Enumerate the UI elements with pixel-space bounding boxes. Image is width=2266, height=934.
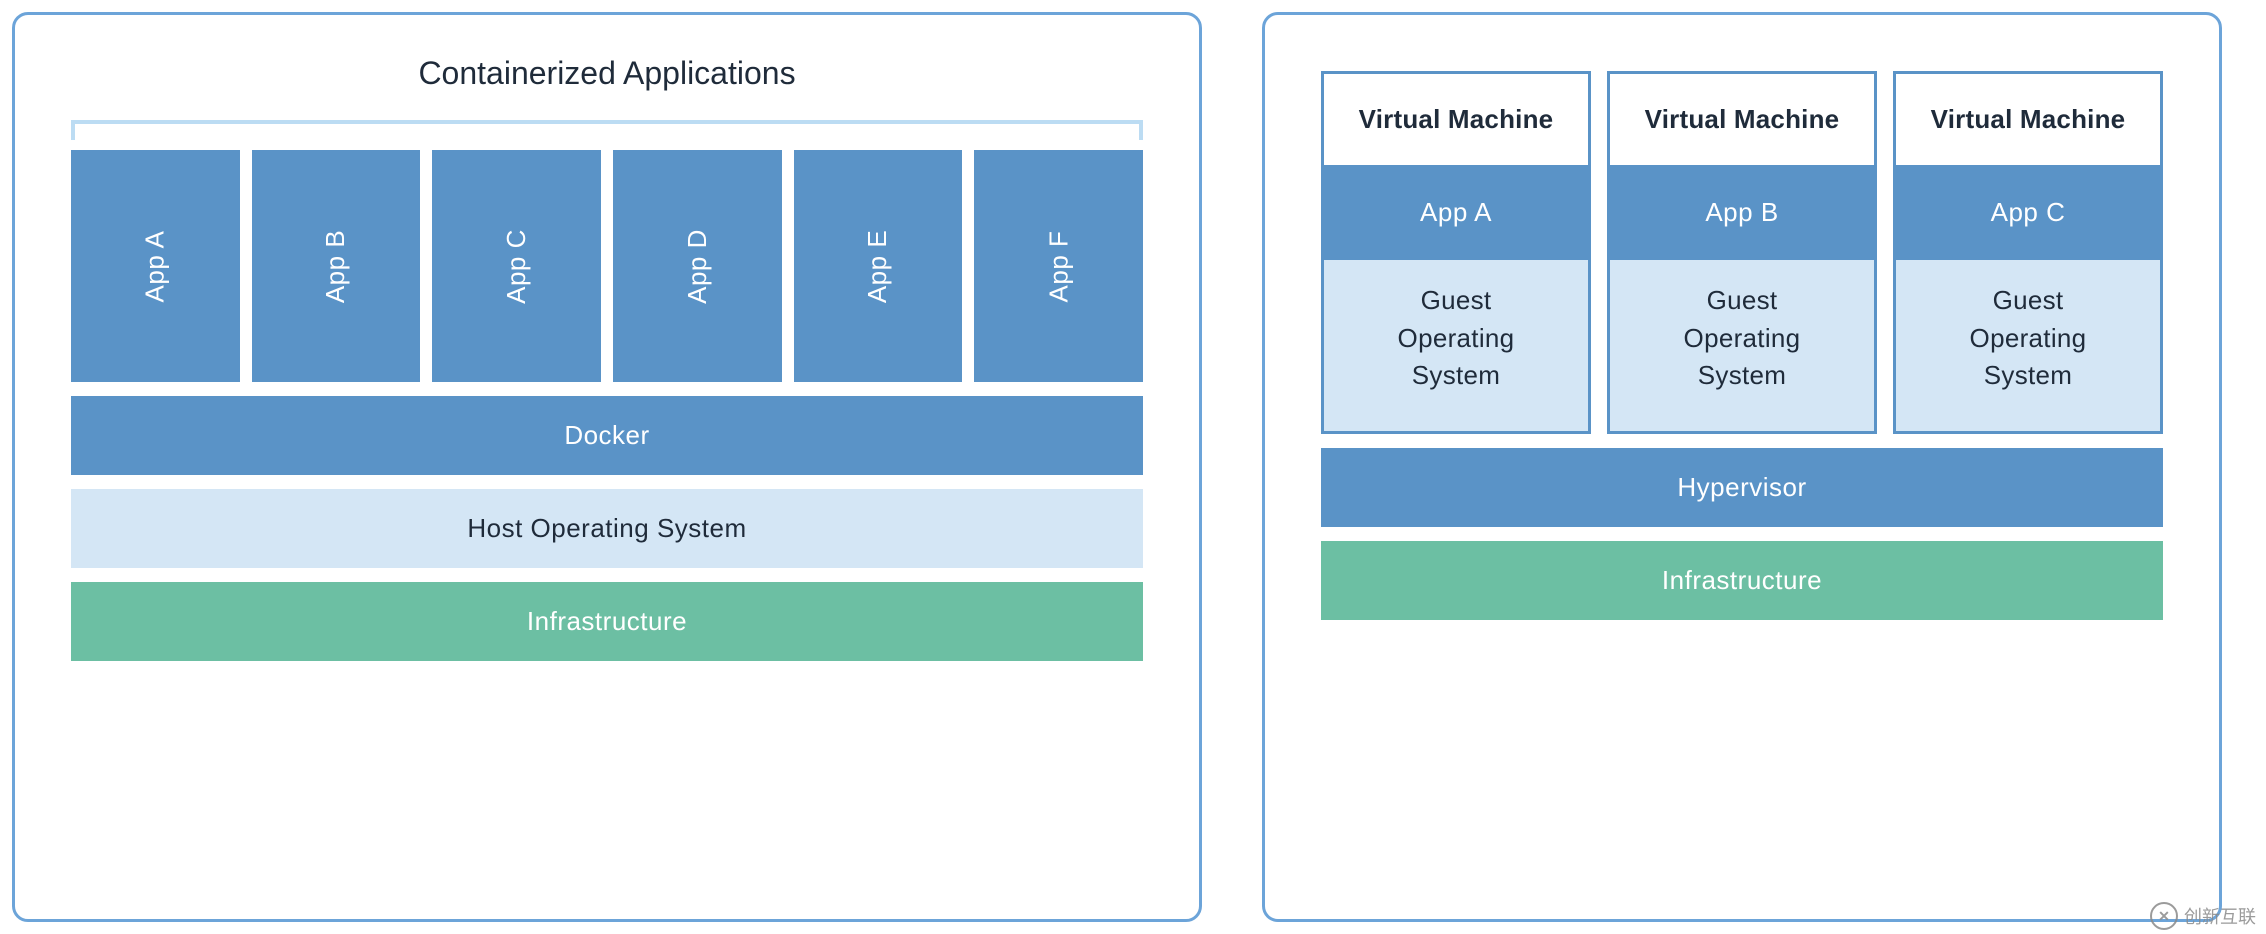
container-app: App C <box>432 150 601 382</box>
vm-title: Virtual Machine <box>1324 74 1588 165</box>
vm-app: App B <box>1610 165 1874 260</box>
container-app: App F <box>974 150 1143 382</box>
vm-title: Virtual Machine <box>1896 74 2160 165</box>
container-app: App B <box>252 150 421 382</box>
vm-box: Virtual Machine App B GuestOperatingSyst… <box>1607 71 1877 434</box>
bracket-icon <box>71 120 1143 140</box>
container-app: App D <box>613 150 782 382</box>
vm-guest-os: GuestOperatingSystem <box>1610 260 1874 431</box>
container-app: App E <box>794 150 963 382</box>
vm-title: Virtual Machine <box>1610 74 1874 165</box>
vm-box: Virtual Machine App C GuestOperatingSyst… <box>1893 71 2163 434</box>
infrastructure-layer: Infrastructure <box>71 582 1143 661</box>
vm-guest-os: GuestOperatingSystem <box>1896 260 2160 431</box>
vm-guest-os: GuestOperatingSystem <box>1324 260 1588 431</box>
vm-box: Virtual Machine App A GuestOperatingSyst… <box>1321 71 1591 434</box>
vms-row: Virtual Machine App A GuestOperatingSyst… <box>1321 71 2163 434</box>
vm-app: App C <box>1896 165 2160 260</box>
infrastructure-layer: Infrastructure <box>1321 541 2163 620</box>
vm-app: App A <box>1324 165 1588 260</box>
watermark: ✕ 创新互联 <box>2150 902 2256 930</box>
watermark-text: 创新互联 <box>2184 903 2256 929</box>
containers-apps-row: App A App B App C App D App E App F <box>71 150 1143 382</box>
vms-panel: Virtual Machine App A GuestOperatingSyst… <box>1262 12 2222 922</box>
hypervisor-layer: Hypervisor <box>1321 448 2163 527</box>
container-app: App A <box>71 150 240 382</box>
docker-layer: Docker <box>71 396 1143 475</box>
containers-title: Containerized Applications <box>418 55 795 92</box>
host-os-layer: Host Operating System <box>71 489 1143 568</box>
watermark-logo-icon: ✕ <box>2150 902 2178 930</box>
containers-panel: Containerized Applications App A App B A… <box>12 12 1202 922</box>
